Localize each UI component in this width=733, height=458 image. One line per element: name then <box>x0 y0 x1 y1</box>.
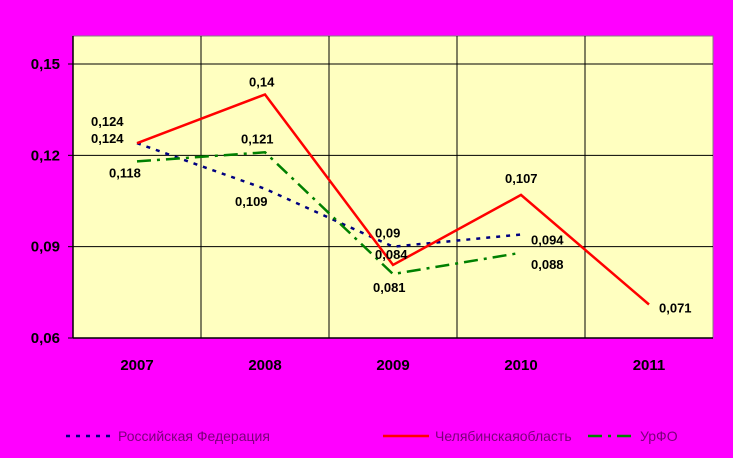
plot-area <box>72 35 714 339</box>
y-tick-label: 0,06 <box>31 330 60 347</box>
data-label: 0,118 <box>109 165 141 180</box>
data-label: 0,081 <box>373 280 406 295</box>
data-label: 0,109 <box>235 194 268 209</box>
x-tick-label: 2009 <box>376 357 409 374</box>
x-tick-label: 2010 <box>504 357 537 374</box>
data-label: 0,107 <box>505 171 538 186</box>
data-label: 0,088 <box>531 257 564 272</box>
y-tick-label: 0,15 <box>31 56 60 73</box>
legend: Российская Федерация Челябинскаяобласть Ур… <box>66 428 678 444</box>
y-tick-label: 0,12 <box>31 147 60 164</box>
data-label: 0,071 <box>659 301 692 316</box>
legend-label-1: Российская Федерация <box>118 428 270 444</box>
legend-label-3: УрФО <box>640 428 678 444</box>
gridlines <box>73 36 713 338</box>
x-tick-label: 2007 <box>120 357 153 374</box>
data-labels: 0,124 0,109 0,09 0,094 0,124 0,14 0,084 0,107 0,… <box>91 74 692 315</box>
series-line-2 <box>136 92 650 306</box>
series-line-1 <box>136 141 522 248</box>
x-tick-label: 2008 <box>248 357 281 374</box>
series-lines <box>136 92 650 306</box>
data-label: 0,124 <box>91 131 124 146</box>
data-label: 0,09 <box>375 226 400 241</box>
data-label: 0,084 <box>375 247 408 262</box>
data-label: 0,121 <box>241 131 274 146</box>
data-label: 0,14 <box>249 74 275 89</box>
data-label: 0,124 <box>91 114 124 129</box>
axes: 0,06 0,09 0,12 0,15 2007 2008 2009 2010 2011 <box>31 36 713 374</box>
x-tick-label: 2011 <box>633 357 666 374</box>
y-tick-label: 0,09 <box>31 239 60 256</box>
series-line-3 <box>136 151 522 276</box>
data-label: 0,094 <box>531 232 564 247</box>
legend-label-2: Челябинскаяобласть <box>435 428 572 444</box>
